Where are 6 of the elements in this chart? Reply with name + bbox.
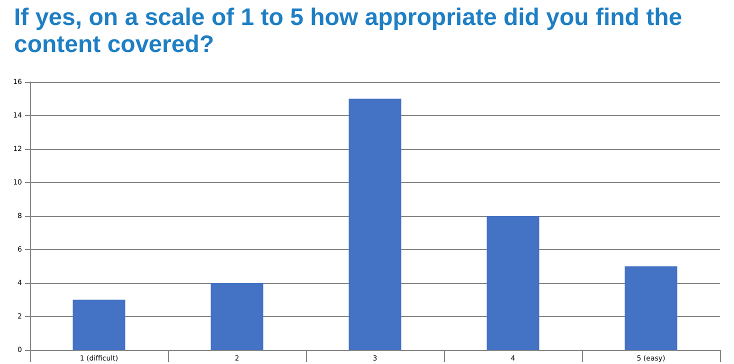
chart-title: If yes, on a scale of 1 to 5 how appropriate did you find the content covered? [14,4,684,58]
bar [486,216,540,350]
bar [210,283,264,350]
bar [72,300,126,350]
bar [348,98,402,350]
bar [624,266,678,350]
